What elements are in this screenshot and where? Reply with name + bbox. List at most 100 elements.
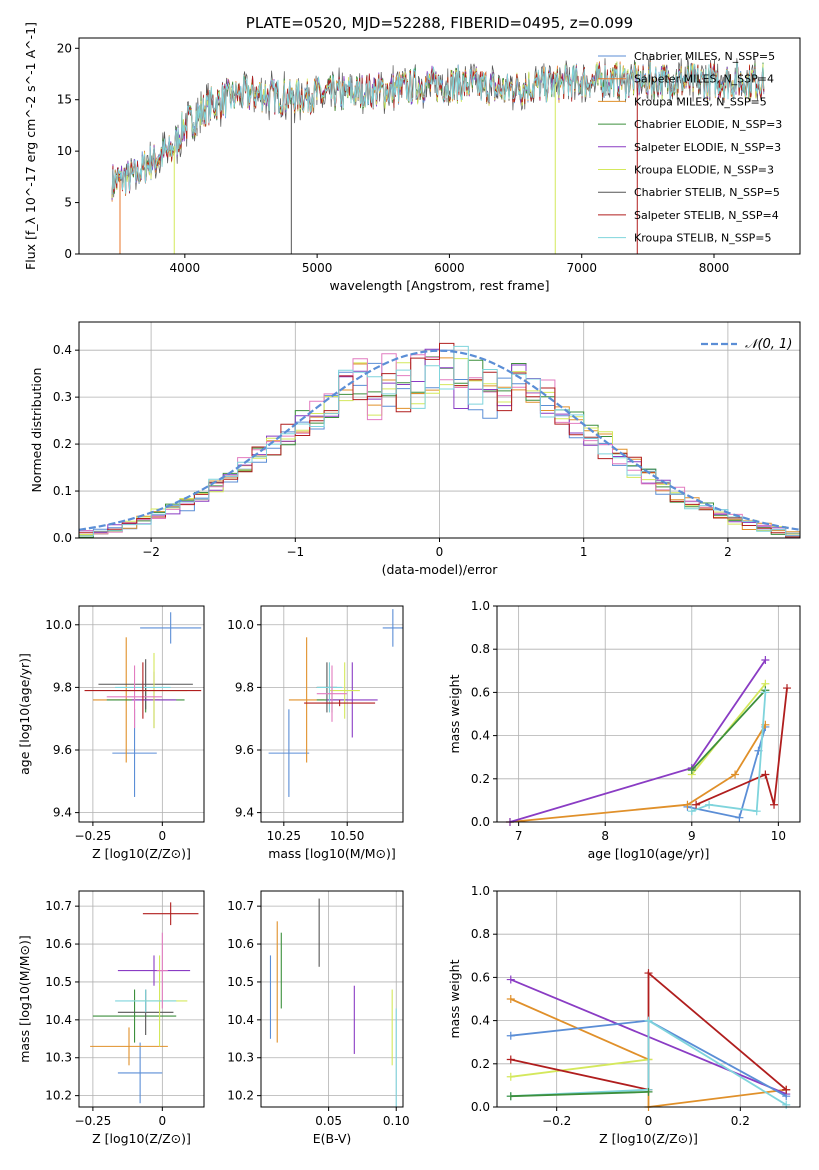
y-tick-label: 0.0	[471, 1100, 490, 1114]
x-tick-label: 10.25	[267, 829, 301, 843]
y-tick-label: 10.0	[227, 618, 254, 632]
y-tick-label: 9.8	[235, 680, 254, 694]
data-marker	[770, 800, 779, 809]
legend-entry: Chabrier ELODIE, N_SSP=3	[634, 118, 782, 131]
x-tick-label: 4000	[170, 261, 201, 275]
data-marker	[644, 969, 653, 978]
legend-entry: Kroupa MILES, N_SSP=5	[634, 95, 767, 108]
panel-mass-vs-EBV: 0.05 0.10 10.2 10.3 10.4 10.5 10.6 10.7 E(B-V)	[227, 890, 410, 1146]
x-axis-label: (data-model)/error	[382, 562, 499, 577]
mass-weight-line	[510, 1058, 649, 1078]
legend-entry: Kroupa STELIB, N_SSP=5	[634, 232, 772, 245]
y-tick-label: 5	[64, 196, 72, 210]
legend-entry: Salpeter ELODIE, N_SSP=3	[634, 141, 781, 154]
y-axis-label: age [log10(age/yr)]	[17, 653, 32, 775]
mass-weight-line	[695, 688, 788, 806]
mass-weight-line	[691, 689, 767, 771]
y-tick-label: 10.7	[227, 899, 254, 913]
y-axis-label: Flux [f_λ 10^-17 erg cm^-2 s^-1 A^-1]	[23, 22, 38, 270]
x-tick-label: 5000	[302, 261, 333, 275]
x-tick-label: 2	[724, 545, 732, 559]
data-marker	[644, 1016, 653, 1025]
y-tick-label: 0.2	[53, 437, 72, 451]
y-tick-label: 10.4	[45, 1013, 72, 1027]
axes-frame	[78, 37, 801, 255]
x-tick-label: 7000	[566, 261, 597, 275]
y-tick-label: 0.6	[471, 685, 490, 699]
data-marker	[735, 813, 744, 822]
y-tick-label: 0.2	[471, 1057, 490, 1071]
y-tick-label: 20	[57, 41, 72, 55]
x-tick-label: 0	[645, 1114, 653, 1128]
y-tick-label: 0.4	[471, 729, 490, 743]
x-tick-label: 7	[515, 829, 523, 843]
data-marker	[783, 684, 792, 693]
panel-residual-histogram: −2 −1 0 1 2 0.0 0.1 0.2 0.3 0.4 (data-model)/error…	[29, 321, 801, 577]
x-axis-label: Z [log10(Z/Z⊙)]	[92, 846, 191, 861]
data-marker	[782, 1085, 791, 1094]
x-tick-label: 9	[688, 829, 696, 843]
y-tick-label: 15	[57, 93, 72, 107]
data-marker	[731, 770, 740, 779]
y-tick-label: 0.0	[471, 815, 490, 829]
x-tick-label: 0.10	[383, 1114, 410, 1128]
y-tick-label: 10	[57, 144, 72, 158]
y-tick-label: 0.0	[53, 531, 72, 545]
gaussian-curve	[78, 349, 801, 531]
axes-frame	[78, 890, 205, 1108]
mass-weight-line	[510, 1091, 649, 1098]
x-tick-label: 6000	[434, 261, 465, 275]
data-marker	[683, 800, 692, 809]
y-tick-label: 9.6	[235, 743, 254, 757]
legend-entry: Chabrier MILES, N_SSP=5	[634, 50, 775, 63]
axes-frame	[78, 321, 801, 539]
data-marker	[506, 975, 515, 984]
y-tick-label: 0.3	[53, 390, 72, 404]
data-marker	[761, 770, 770, 779]
y-tick-label: 10.6	[45, 937, 72, 951]
panel-mass-vs-Z: −0.25 0 10.2 10.3 10.4 10.5 10.6 10.7 Z [log10(Z…	[17, 890, 205, 1146]
data-marker	[761, 656, 770, 664]
y-tick-label: 10.5	[227, 975, 254, 989]
y-tick-label: 0.8	[471, 642, 490, 656]
x-tick-label: −2	[142, 545, 160, 559]
panel-mass-weight-vs-age: 7 8 9 10 0.0 0.2 0.4 0.6 0.8 1.0 age [log10(age/yr…	[447, 599, 801, 861]
mass-weight-line	[691, 692, 767, 813]
x-axis-label: age [log10(age/yr)]	[588, 846, 710, 861]
y-tick-label: 9.4	[53, 806, 72, 820]
y-tick-label: 0.8	[471, 927, 490, 941]
x-tick-label: −0.25	[74, 829, 111, 843]
y-tick-label: 1.0	[471, 599, 490, 613]
y-tick-label: 0.6	[471, 970, 490, 984]
x-axis-label: Z [log10(Z/Z⊙)]	[599, 1131, 698, 1146]
y-tick-label: 10.7	[45, 899, 72, 913]
y-tick-label: 9.8	[53, 680, 72, 694]
mass-weight-line	[510, 1018, 787, 1106]
y-tick-label: 0.4	[53, 343, 72, 357]
y-tick-label: 1.0	[471, 884, 490, 898]
x-tick-label: 8	[601, 829, 609, 843]
data-marker	[644, 1087, 653, 1096]
x-axis-label: E(B-V)	[313, 1131, 352, 1146]
y-tick-label: 0.2	[471, 772, 490, 786]
y-tick-label: 10.2	[45, 1089, 72, 1103]
y-axis-label: mass [log10(M/M⊙)]	[17, 935, 32, 1063]
x-tick-label: −0.2	[542, 1114, 571, 1128]
x-tick-label: 1	[580, 545, 588, 559]
panel-mass-weight-vs-Z: −0.2 0 0.2 0.0 0.2 0.4 0.6 0.8 1.0 Z [log10(Z/Z⊙)…	[447, 884, 801, 1146]
legend-entry: Kroupa ELODIE, N_SSP=3	[634, 164, 774, 177]
y-tick-label: 0	[64, 247, 72, 261]
histogram-step	[79, 342, 800, 538]
y-tick-label: 10.3	[45, 1051, 72, 1065]
x-tick-label: 10	[771, 829, 786, 843]
x-tick-label: 0	[436, 545, 444, 559]
axes-frame	[260, 605, 404, 823]
x-tick-label: 0.2	[731, 1114, 750, 1128]
data-marker	[506, 995, 515, 1003]
chart-title: PLATE=0520, MJD=52288, FIBERID=0495, z=0…	[246, 14, 633, 32]
x-tick-label: 0.05	[315, 1114, 342, 1128]
axes-frame	[260, 890, 404, 1108]
axes-frame	[496, 605, 801, 823]
data-marker	[692, 800, 701, 809]
